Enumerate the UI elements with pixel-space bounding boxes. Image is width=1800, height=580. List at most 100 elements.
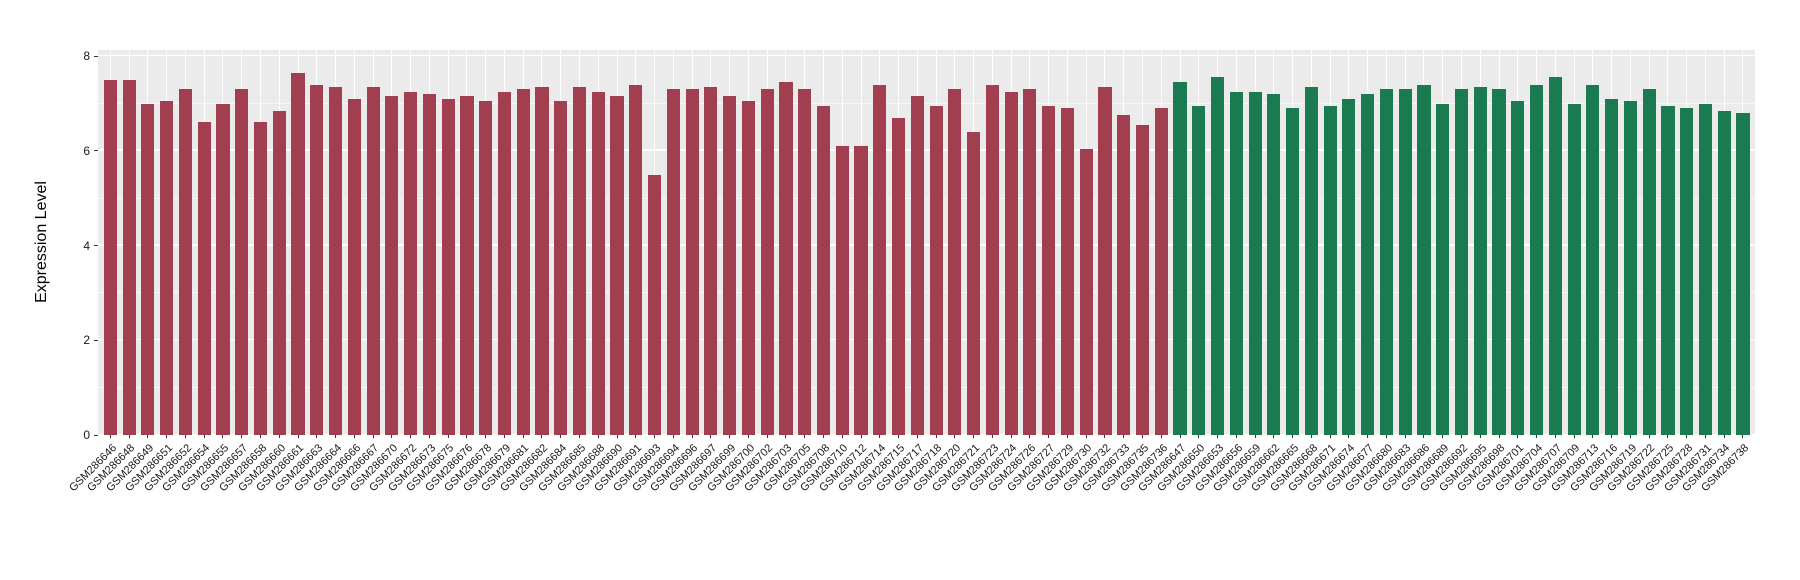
x-tick-mark bbox=[1423, 435, 1425, 438]
bar bbox=[704, 86, 718, 435]
bar bbox=[1098, 86, 1112, 435]
x-slot: GSM286659 bbox=[1211, 435, 1265, 575]
x-slot: GSM286735 bbox=[1099, 435, 1152, 575]
bar-slot bbox=[739, 50, 758, 435]
bar bbox=[366, 86, 380, 435]
x-tick-mark bbox=[1667, 435, 1669, 438]
bar bbox=[1342, 98, 1356, 435]
bar bbox=[1661, 105, 1675, 435]
bar bbox=[1248, 91, 1262, 435]
x-tick-mark bbox=[1686, 435, 1688, 438]
bar bbox=[1605, 98, 1619, 435]
x-slot: GSM286699 bbox=[686, 435, 739, 575]
bar-slot bbox=[514, 50, 533, 435]
x-tick-mark bbox=[1385, 435, 1387, 438]
bar bbox=[1117, 115, 1131, 435]
bar bbox=[272, 110, 286, 435]
bar-slot bbox=[307, 50, 326, 435]
bar-slot bbox=[833, 50, 852, 435]
x-slot: GSM286688 bbox=[555, 435, 608, 575]
bar-slot bbox=[795, 50, 814, 435]
bar-slot bbox=[101, 50, 120, 435]
bar-slot bbox=[1171, 50, 1190, 435]
bar bbox=[666, 89, 680, 435]
y-tick-label: 8 bbox=[83, 49, 90, 64]
bar bbox=[479, 101, 493, 435]
bar-slot bbox=[458, 50, 477, 435]
x-tick-mark bbox=[898, 435, 900, 438]
bar bbox=[422, 94, 436, 435]
bar-slot bbox=[1227, 50, 1246, 435]
x-tick-mark bbox=[466, 435, 468, 438]
y-axis: 0 2 4 6 8 bbox=[56, 49, 98, 442]
x-tick-mark bbox=[1235, 435, 1237, 438]
bar-slot bbox=[401, 50, 420, 435]
bar-slot bbox=[176, 50, 195, 435]
bar-slot bbox=[777, 50, 796, 435]
x-slot: GSM286715 bbox=[855, 435, 908, 575]
x-slot: GSM286707 bbox=[1512, 435, 1565, 575]
x-slot: GSM286671 bbox=[1286, 435, 1340, 575]
x-slot: GSM286662 bbox=[1230, 435, 1283, 575]
bar bbox=[779, 82, 793, 435]
bar bbox=[1004, 91, 1018, 435]
bar-slot bbox=[1677, 50, 1696, 435]
x-tick-mark bbox=[1442, 435, 1444, 438]
x-tick-mark bbox=[1198, 435, 1200, 438]
bar bbox=[1154, 108, 1168, 435]
x-slot: GSM286672 bbox=[367, 435, 420, 575]
bar-slot bbox=[1583, 50, 1602, 435]
bar-slot bbox=[927, 50, 946, 435]
x-slot: GSM286728 bbox=[1643, 435, 1696, 575]
x-slot: GSM286684 bbox=[517, 435, 570, 575]
x-tick-mark bbox=[447, 435, 449, 438]
x-tick-mark bbox=[1217, 435, 1219, 438]
minor-gridline bbox=[98, 102, 1755, 104]
x-slot: GSM286680 bbox=[1343, 435, 1396, 575]
bar bbox=[873, 84, 887, 435]
x-slot: GSM286661 bbox=[254, 435, 308, 575]
x-tick-mark bbox=[1611, 435, 1613, 438]
bar bbox=[1454, 89, 1469, 435]
y-axis-title: Expression Level bbox=[33, 181, 50, 303]
bar-slot bbox=[157, 50, 176, 435]
x-tick-mark bbox=[1367, 435, 1369, 438]
bar-slot bbox=[1602, 50, 1621, 435]
x-slot: GSM286653 bbox=[1174, 435, 1227, 575]
major-gridline bbox=[98, 433, 1755, 435]
x-slot: GSM286657 bbox=[198, 435, 251, 575]
bar-slot bbox=[1321, 50, 1340, 435]
bar bbox=[103, 79, 117, 435]
x-slot: GSM286681 bbox=[480, 435, 533, 575]
bar bbox=[1717, 110, 1731, 435]
bar bbox=[291, 72, 305, 435]
x-tick-mark bbox=[128, 435, 130, 438]
bar-slot bbox=[1358, 50, 1377, 435]
bar bbox=[1267, 94, 1281, 435]
major-gridline bbox=[98, 149, 1755, 151]
bar-slot bbox=[1621, 50, 1640, 435]
bar-slot bbox=[1114, 50, 1133, 435]
x-slot: GSM286734 bbox=[1681, 435, 1734, 575]
x-slot: GSM286650 bbox=[1155, 435, 1208, 575]
x-tick-mark bbox=[916, 435, 918, 438]
bar bbox=[835, 146, 849, 435]
bar bbox=[516, 89, 530, 435]
x-slot: GSM286697 bbox=[667, 435, 721, 575]
x-tick-mark bbox=[635, 435, 637, 438]
bar-slot bbox=[1302, 50, 1321, 435]
minor-gridline bbox=[98, 197, 1755, 199]
bar-slot bbox=[232, 50, 251, 435]
x-slot: GSM286660 bbox=[236, 435, 289, 575]
bar bbox=[1023, 89, 1037, 435]
bar-slot bbox=[1340, 50, 1359, 435]
y-tick-label: 0 bbox=[83, 428, 90, 442]
bar bbox=[985, 84, 999, 435]
x-slot: GSM286682 bbox=[498, 435, 552, 575]
major-gridline bbox=[98, 244, 1755, 246]
bar-slot bbox=[1490, 50, 1509, 435]
bar bbox=[967, 131, 981, 435]
bar-slot bbox=[270, 50, 289, 435]
bar-slot bbox=[1640, 50, 1659, 435]
